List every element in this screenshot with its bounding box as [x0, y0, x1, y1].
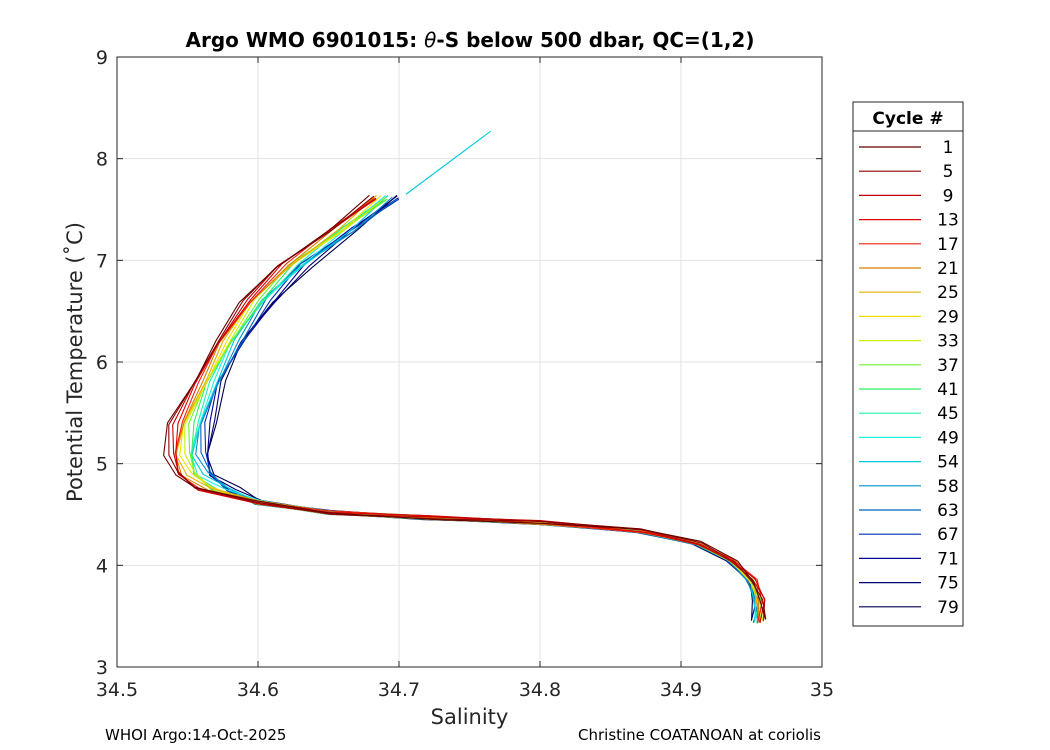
legend-label: 75: [937, 574, 959, 594]
profile-line-cycle-45: [191, 196, 760, 623]
legend-label: 79: [937, 598, 959, 618]
x-tick-label: 34.5: [96, 679, 138, 701]
legend-label: 17: [937, 235, 959, 255]
grid-lines: [116, 56, 823, 668]
profile-line-cycle-49: [190, 195, 757, 621]
legend-label: 1: [943, 138, 954, 158]
x-tick-label: 34.6: [237, 679, 279, 701]
axis-ticks: 34.5 34.6 34.7 34.8 34.9 35 3 4 5 6 7 8 9: [96, 47, 834, 701]
profile-line-cycle-41: [191, 198, 763, 624]
y-tick-label: 8: [96, 149, 108, 171]
legend-label: 63: [937, 501, 959, 521]
y-axis-label: Potential Temperature (˚C): [63, 222, 87, 502]
y-tick-label: 7: [96, 250, 108, 272]
y-tick-label: 9: [96, 47, 108, 69]
x-tick-label: 34.7: [378, 679, 420, 701]
legend-label: 13: [937, 211, 959, 231]
profile-line-extension: [405, 130, 491, 195]
x-axis-label: Salinity: [431, 705, 509, 729]
footer-right: Christine COATANOAN at coriolis: [578, 726, 821, 744]
y-tick-label: 4: [96, 555, 108, 577]
legend-label: 33: [937, 332, 959, 352]
legend-title: Cycle #: [872, 109, 943, 129]
profile-lines: [163, 130, 767, 624]
profile-line-cycle-17: [175, 198, 763, 624]
legend-label: 37: [937, 356, 959, 376]
x-tick-label: 34.8: [519, 679, 561, 701]
profile-line-cycle-13: [175, 198, 766, 624]
chart-title: Argo WMO 6901015: θ-S below 500 dbar, QC…: [186, 28, 755, 52]
x-tick-label: 35: [810, 679, 834, 701]
legend-label: 58: [937, 477, 959, 497]
profile-line-cycle-33: [184, 197, 764, 621]
profile-line-cycle-29: [179, 195, 763, 620]
profile-line-cycle-79: [206, 194, 753, 620]
profile-line-cycle-75: [206, 195, 757, 621]
profile-line-cycle-54: [191, 195, 758, 620]
legend-label: 29: [937, 307, 959, 327]
legend-label: 9: [943, 186, 954, 206]
profile-line-cycle-25: [175, 194, 761, 620]
legend-label: 41: [937, 380, 959, 400]
legend-label: 67: [937, 525, 959, 545]
legend-label: 25: [937, 283, 959, 303]
legend-label: 49: [937, 428, 959, 448]
legend-box: [852, 101, 964, 627]
profile-line-cycle-9: [172, 197, 766, 622]
y-tick-label: 3: [96, 657, 108, 679]
legend-label: 45: [937, 404, 959, 424]
profile-line-cycle-37: [188, 198, 763, 623]
footer-left: WHOI Argo:14-Oct-2025: [105, 726, 287, 744]
legend-label: 71: [937, 549, 959, 569]
y-tick-label: 6: [96, 352, 108, 374]
legend-label: 54: [937, 453, 959, 473]
legend-label: 21: [937, 259, 959, 279]
legend-label: 5: [943, 162, 954, 182]
profile-line-cycle-1: [163, 194, 767, 620]
legend: Cycle # 1 5 9 13 17 21 25 29 33 37 41 45 49 54 58 63 67 7…: [852, 101, 964, 627]
y-tick-label: 5: [96, 454, 108, 476]
x-tick-label: 34.9: [660, 679, 702, 701]
profile-line-cycle-71: [207, 197, 760, 623]
